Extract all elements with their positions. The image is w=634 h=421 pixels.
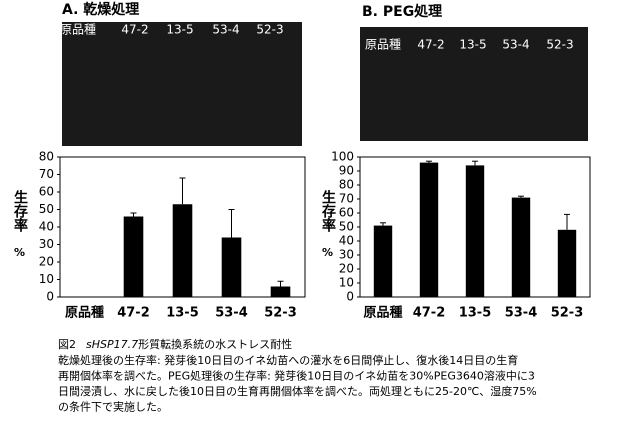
caption-line: 日間浸漬し、水に戻した後10日目の生育再開個体率を調べた。両処理ともに25-20… (58, 384, 537, 398)
bar (557, 229, 577, 297)
x-tick-label: 52-3 (551, 306, 584, 321)
photo-label: 47-2 (417, 38, 444, 52)
y-tick-label: 0 (46, 290, 54, 304)
photo-label: 47-2 (121, 23, 148, 37)
y-tick-label: 10 (39, 272, 54, 286)
y-tick-label: 70 (339, 192, 354, 206)
x-tick-label: 53-4 (505, 306, 538, 321)
y-tick-label: 30 (39, 237, 54, 251)
panel-title: A. 乾燥処理 (62, 1, 139, 18)
y-axis-label: 生存率 (12, 189, 28, 233)
bar (221, 237, 242, 297)
y-tick-label: 90 (339, 164, 354, 178)
y-tick-label: 60 (39, 185, 54, 199)
y-tick-label: 100 (331, 150, 354, 164)
x-tick-label: 13-5 (166, 306, 199, 321)
x-tick-label: 原品種 (65, 305, 104, 321)
figure-number: 図2 (58, 338, 76, 351)
bar (270, 286, 291, 297)
x-tick-label: 原品種 (363, 305, 402, 321)
x-tick-label: 52-3 (264, 306, 297, 321)
photo-label: 13-5 (166, 23, 193, 37)
y-tick-label: 40 (339, 234, 354, 248)
photo-label: 53-4 (212, 23, 239, 37)
y-tick-label: 40 (39, 220, 54, 234)
gene-name: sHSP17.7 (86, 338, 138, 351)
photo-label: 52-3 (256, 23, 283, 37)
photo-label: 原品種 (60, 23, 96, 37)
x-tick-label: 47-2 (413, 306, 446, 321)
bar (419, 162, 439, 297)
bar (172, 204, 193, 297)
y-tick-label: 10 (339, 276, 354, 290)
bar (123, 216, 144, 297)
panel-title: B. PEG処理 (362, 3, 442, 20)
photo-label: 53-4 (502, 38, 529, 52)
photo-b (360, 27, 588, 141)
y-tick-label: 60 (339, 206, 354, 220)
x-tick-label: 47-2 (117, 306, 150, 321)
bar (465, 165, 485, 297)
y-tick-label: 80 (39, 150, 54, 164)
caption-line: 再開個体率を調べた。PEG処理後の生存率: 発芽後10日目のイネ幼苗を30%PE… (58, 369, 535, 383)
bar (373, 225, 393, 297)
y-tick-label: 20 (339, 262, 354, 276)
x-tick-label: 53-4 (215, 306, 248, 321)
y-tick-label: 50 (339, 220, 354, 234)
y-axis-unit: % (322, 246, 333, 259)
caption-line: の条件下で実施した。 (58, 400, 168, 414)
y-tick-label: 70 (39, 167, 54, 181)
x-tick-label: 13-5 (459, 306, 492, 321)
y-axis-label: 生存率 (320, 189, 336, 233)
caption-heading: 形質転換系統の水ストレス耐性 (138, 337, 292, 351)
y-tick-label: 80 (339, 178, 354, 192)
photo-label: 52-3 (546, 38, 573, 52)
y-tick-label: 20 (39, 255, 54, 269)
y-tick-label: 50 (39, 202, 54, 216)
y-tick-label: 0 (346, 290, 354, 304)
y-axis-unit: % (14, 246, 25, 259)
bar (511, 197, 531, 297)
y-tick-label: 30 (339, 248, 354, 262)
caption-title: 図2 sHSP17.7形質転換系統の水ストレス耐性 (58, 337, 292, 351)
photo-label: 13-5 (459, 38, 486, 52)
caption-line: 乾燥処理後の生存率: 発芽後10日目のイネ幼苗への灌水を6日間停止し、復水後14… (58, 353, 518, 367)
photo-a (62, 22, 302, 146)
photo-label: 原品種 (365, 38, 401, 52)
